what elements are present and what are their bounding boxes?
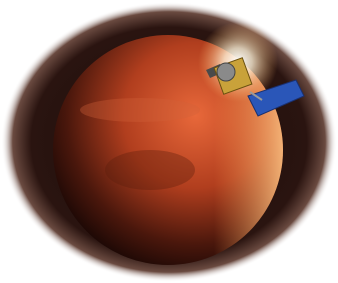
mars-surface-band — [80, 98, 200, 122]
page — [0, 0, 338, 283]
mars-surface-dark — [105, 150, 195, 190]
antenna-dish — [217, 63, 235, 81]
mars-orbiter-image — [0, 0, 338, 283]
